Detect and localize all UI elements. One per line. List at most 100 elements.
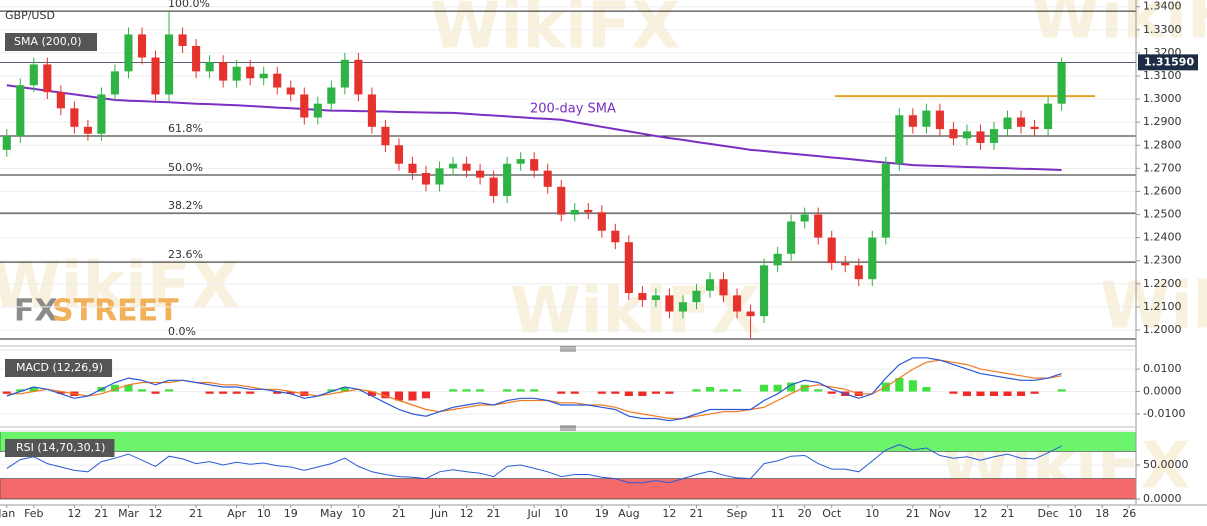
candle-body	[584, 209, 593, 213]
macd-histogram-bar	[732, 389, 742, 392]
fib-label: 0.0%	[168, 325, 196, 338]
macd-histogram-bar	[137, 389, 147, 392]
y-tick-label: 1.3100	[1143, 69, 1182, 82]
fib-label: 61.8%	[168, 122, 203, 135]
macd-histogram-bar	[2, 391, 11, 394]
x-tick-label: 19	[284, 507, 298, 520]
x-tick-label: Nov	[929, 507, 951, 520]
x-tick-label: 21	[689, 507, 703, 520]
panel-title-box	[5, 439, 115, 457]
macd-histogram-bar	[989, 391, 999, 397]
y-tick-label: 1.2000	[1143, 323, 1182, 336]
y-tick-label: 1.3000	[1143, 92, 1182, 105]
macd-histogram-bar	[367, 391, 376, 397]
candle-body	[29, 64, 38, 86]
candle-body	[949, 129, 958, 139]
candle-body	[124, 34, 133, 72]
macd-histogram-bar	[151, 391, 160, 394]
candle-body	[1030, 126, 1039, 130]
watermark: WikiFX	[1030, 0, 1207, 54]
candle-body	[110, 71, 120, 95]
candle-body	[137, 34, 147, 58]
candle-body	[164, 34, 174, 95]
x-tick-label: Oct	[822, 507, 842, 520]
x-tick-label: Jan	[0, 507, 15, 520]
candle-body	[543, 170, 552, 187]
candle-body	[597, 212, 606, 231]
resize-handle	[560, 346, 576, 352]
fib-label: 23.6%	[168, 248, 203, 261]
macd-histogram-bar	[286, 391, 295, 394]
macd-histogram-bar	[421, 391, 431, 399]
macd-histogram-bar	[570, 391, 579, 394]
x-tick-label: 12	[973, 507, 987, 520]
x-tick-label: 21	[487, 507, 501, 520]
candle-body	[665, 295, 674, 312]
macd-histogram-bar	[962, 391, 972, 397]
candle-body	[800, 214, 809, 222]
candle-body	[854, 265, 863, 280]
resize-handle	[560, 425, 576, 431]
y-tick-label: 0.0100	[1143, 362, 1182, 375]
candle-body	[70, 108, 79, 127]
candle-body	[651, 295, 660, 300]
overlay-legend-box	[5, 33, 97, 51]
candle-body	[962, 131, 972, 139]
candle-body	[1003, 117, 1012, 130]
macd-histogram-bar	[1003, 391, 1012, 397]
x-tick-label: 12	[67, 507, 81, 520]
x-tick-label: Jul	[527, 507, 541, 520]
macd-histogram-bar	[719, 389, 728, 392]
macd-histogram-bar	[340, 387, 349, 392]
macd-histogram-bar	[124, 384, 133, 392]
candle-body	[503, 163, 512, 197]
x-tick-label: 10	[865, 507, 879, 520]
candle-body	[273, 73, 282, 88]
candle-body	[935, 110, 944, 130]
candle-body	[56, 92, 65, 109]
candle-body	[178, 34, 187, 46]
candle-body	[340, 59, 349, 88]
x-tick-label: Apr	[227, 507, 247, 520]
candle-body	[719, 279, 728, 296]
candle-body	[760, 265, 769, 317]
last-price-box	[1138, 54, 1198, 71]
y-tick-label: 1.2400	[1143, 231, 1182, 244]
candle-body	[2, 136, 11, 150]
candle-body	[367, 94, 376, 127]
macd-histogram-bar	[760, 384, 769, 392]
panel-title: RSI (14,70,30,1)	[16, 441, 105, 454]
x-tick-label: 21	[392, 507, 406, 520]
rsi-line	[6, 444, 1062, 484]
y-tick-label: 1.2500	[1143, 208, 1182, 221]
candle-body	[219, 62, 228, 81]
macd-histogram-bar	[787, 382, 796, 392]
candle-body	[286, 87, 295, 95]
candle-body	[232, 66, 241, 81]
candle-body	[1016, 117, 1026, 127]
y-tick-label: 0.0000	[1143, 492, 1182, 505]
candle-body	[530, 159, 539, 171]
y-tick-label: 1.2300	[1143, 254, 1182, 267]
candle-body	[192, 45, 201, 72]
panel	[0, 432, 1136, 500]
candle-body	[557, 186, 566, 215]
candle-body	[827, 237, 836, 264]
fib-label: 50.0%	[168, 161, 203, 174]
macd-histogram-bar	[557, 391, 566, 394]
candle-body	[611, 230, 620, 243]
candle-body	[394, 145, 404, 164]
x-tick-label: 18	[1095, 507, 1109, 520]
candle-body	[570, 209, 579, 215]
x-tick-label: 26	[1122, 507, 1136, 520]
sma-annotation: 200-day SMA	[530, 102, 616, 117]
candle-body	[624, 242, 633, 294]
candle-body	[16, 85, 25, 137]
y-tick-label: 0.0000	[1143, 385, 1182, 398]
overlay-legend: SMA (200,0)	[14, 35, 82, 48]
x-tick-label: 20	[798, 507, 812, 520]
macd-histogram-bar	[29, 387, 38, 392]
watermark: WikiFX	[510, 275, 760, 349]
rsi-band	[0, 478, 1136, 500]
candle-body	[448, 163, 458, 169]
